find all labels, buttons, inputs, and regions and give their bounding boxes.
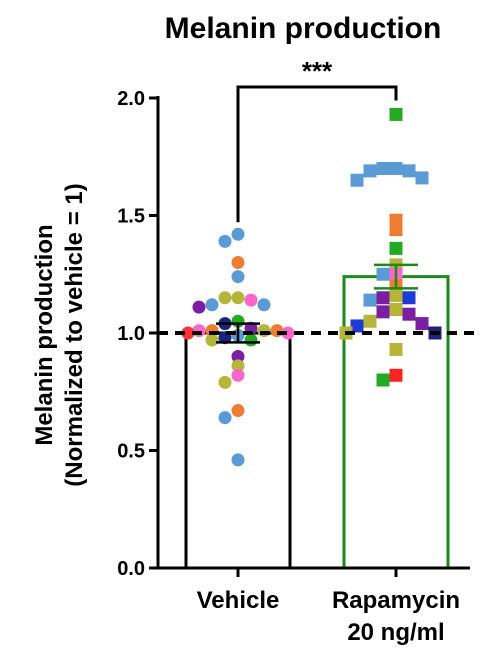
data-point [376, 267, 390, 281]
y-axis-label-line2: (Normalized to vehicle = 1) [61, 183, 88, 486]
data-point [281, 326, 295, 340]
chart-title: Melanin production [165, 12, 442, 45]
y-axis-label-line1: Melanin production [31, 224, 58, 445]
x-category-label: 20 ng/ml [347, 619, 444, 646]
data-point [376, 373, 390, 387]
data-point [244, 333, 258, 347]
data-point [231, 291, 245, 305]
data-point [389, 162, 403, 175]
data-point [192, 300, 206, 314]
data-point [218, 375, 232, 389]
data-point [205, 298, 219, 312]
data-point [257, 324, 271, 338]
plot-area: 0.0 0.5 1.0 1.5 2.0 Vehicle Rapamycin 20 ng/ml *… [117, 56, 480, 646]
data-point [231, 350, 245, 363]
data-point [363, 293, 377, 307]
data-point [257, 298, 271, 312]
y-tick-label: 1.5 [117, 206, 145, 228]
significance-label: *** [302, 56, 333, 86]
data-point [231, 359, 245, 373]
data-point [363, 314, 377, 328]
data-point [231, 227, 245, 241]
data-point [402, 307, 416, 321]
data-point [415, 317, 429, 331]
data-point [376, 162, 390, 175]
data-point [389, 303, 403, 316]
data-point [231, 453, 245, 467]
data-point [415, 171, 429, 185]
y-tick-label: 0.5 [117, 441, 145, 463]
data-point [244, 293, 258, 307]
data-point [205, 333, 219, 347]
y-tick-label: 1.0 [117, 323, 145, 345]
data-point [192, 324, 206, 338]
data-point [350, 319, 364, 333]
y-axis-label: Melanin production (Normalized to vehicl… [31, 183, 88, 486]
data-point [231, 368, 245, 382]
y-tick-label: 2.0 [117, 88, 145, 110]
data-point [389, 223, 403, 237]
data-point [389, 107, 403, 121]
data-point [231, 270, 245, 284]
data-point [218, 234, 232, 248]
data-point [270, 324, 284, 338]
data-point [402, 164, 416, 178]
data-point [376, 305, 390, 319]
data-point [389, 241, 403, 255]
x-category-label: Rapamycin [332, 587, 460, 614]
data-point [389, 288, 403, 302]
data-point [389, 368, 403, 382]
y-tick-label: 0.0 [117, 558, 145, 580]
data-point [363, 164, 377, 178]
significance-bracket [236, 85, 398, 223]
data-point [350, 173, 364, 187]
x-category-label: Vehicle [197, 587, 280, 614]
data-point [402, 291, 416, 305]
data-point [231, 404, 245, 418]
data-point [376, 291, 390, 305]
data-point [389, 342, 403, 356]
data-point [218, 291, 232, 305]
data-point [218, 411, 232, 425]
data-point [231, 256, 245, 269]
data-point [181, 326, 195, 340]
